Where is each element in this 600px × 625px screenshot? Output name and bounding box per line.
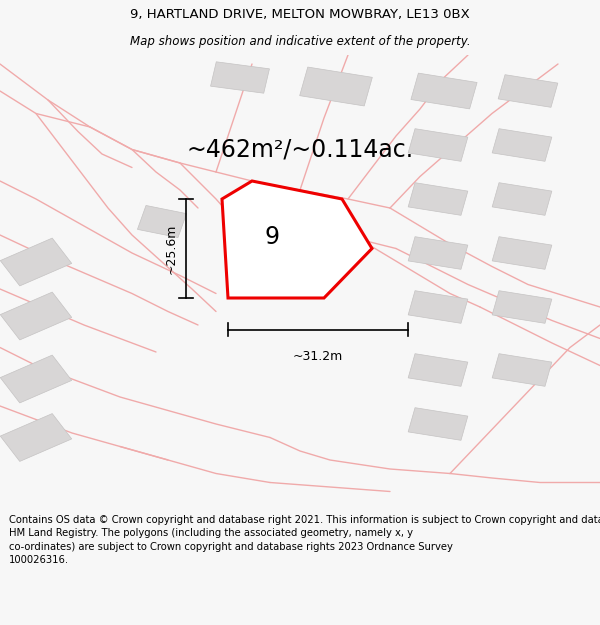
Text: Contains OS data © Crown copyright and database right 2021. This information is : Contains OS data © Crown copyright and d… (9, 514, 600, 566)
Polygon shape (492, 129, 552, 161)
Text: ~25.6m: ~25.6m (164, 223, 178, 274)
Polygon shape (0, 292, 72, 340)
Polygon shape (0, 414, 72, 461)
Polygon shape (492, 237, 552, 269)
Polygon shape (408, 408, 468, 441)
Polygon shape (498, 74, 558, 108)
Polygon shape (408, 129, 468, 161)
Polygon shape (411, 73, 477, 109)
Polygon shape (408, 237, 468, 269)
Polygon shape (0, 355, 72, 403)
Polygon shape (408, 354, 468, 386)
Text: ~31.2m: ~31.2m (293, 350, 343, 362)
Text: ~462m²/~0.114ac.: ~462m²/~0.114ac. (187, 138, 413, 161)
Polygon shape (492, 291, 552, 323)
Polygon shape (492, 182, 552, 216)
Polygon shape (0, 238, 72, 286)
Polygon shape (137, 206, 187, 238)
Polygon shape (408, 182, 468, 216)
Text: Map shows position and indicative extent of the property.: Map shows position and indicative extent… (130, 35, 470, 48)
Polygon shape (222, 181, 372, 298)
Text: 9, HARTLAND DRIVE, MELTON MOWBRAY, LE13 0BX: 9, HARTLAND DRIVE, MELTON MOWBRAY, LE13 … (130, 8, 470, 21)
Polygon shape (299, 67, 373, 106)
Polygon shape (492, 354, 552, 386)
Text: 9: 9 (265, 225, 280, 249)
Polygon shape (211, 62, 269, 93)
Polygon shape (408, 291, 468, 323)
